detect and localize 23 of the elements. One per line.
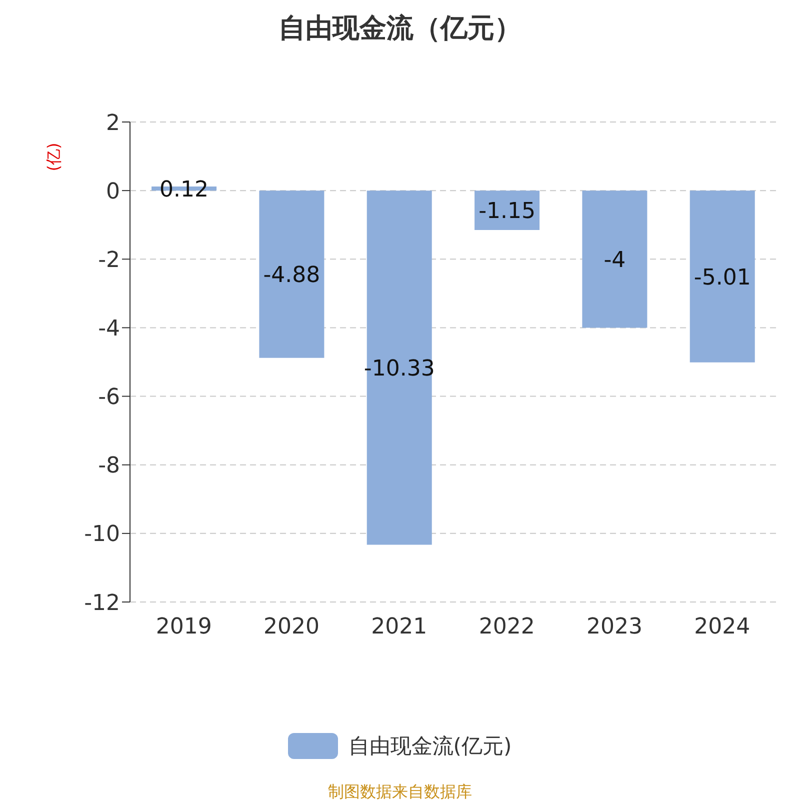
y-tick-label: -8 xyxy=(98,454,120,479)
data-label: -4.88 xyxy=(263,263,320,288)
x-tick-label: 2020 xyxy=(264,614,320,640)
x-tick-label: 2023 xyxy=(586,614,642,640)
y-tick-label: 0 xyxy=(106,179,120,204)
y-axis-title: (亿) xyxy=(44,142,63,172)
y-tick-label: -10 xyxy=(84,522,120,548)
data-label: 0.12 xyxy=(160,177,209,202)
x-tick-label: 2019 xyxy=(156,614,212,640)
data-label: -1.15 xyxy=(478,199,536,224)
x-tick-label: 2022 xyxy=(478,614,535,640)
data-label: -4 xyxy=(604,248,626,273)
data-label: -5.01 xyxy=(694,265,751,290)
y-tick-label: 2 xyxy=(106,110,120,136)
y-tick-label: -2 xyxy=(98,248,120,273)
y-tick-label: -6 xyxy=(98,385,120,410)
y-tick-label: -4 xyxy=(98,316,120,342)
text: 制图数据来自数据库 xyxy=(327,782,473,800)
chart-title: 自由现金流（亿元） xyxy=(278,12,522,46)
y-tick-label: -12 xyxy=(84,590,120,616)
legend-label: 自由现金流(亿元) xyxy=(348,733,512,760)
x-tick-label: 2024 xyxy=(694,614,750,640)
x-tick-label: 2021 xyxy=(371,614,428,640)
